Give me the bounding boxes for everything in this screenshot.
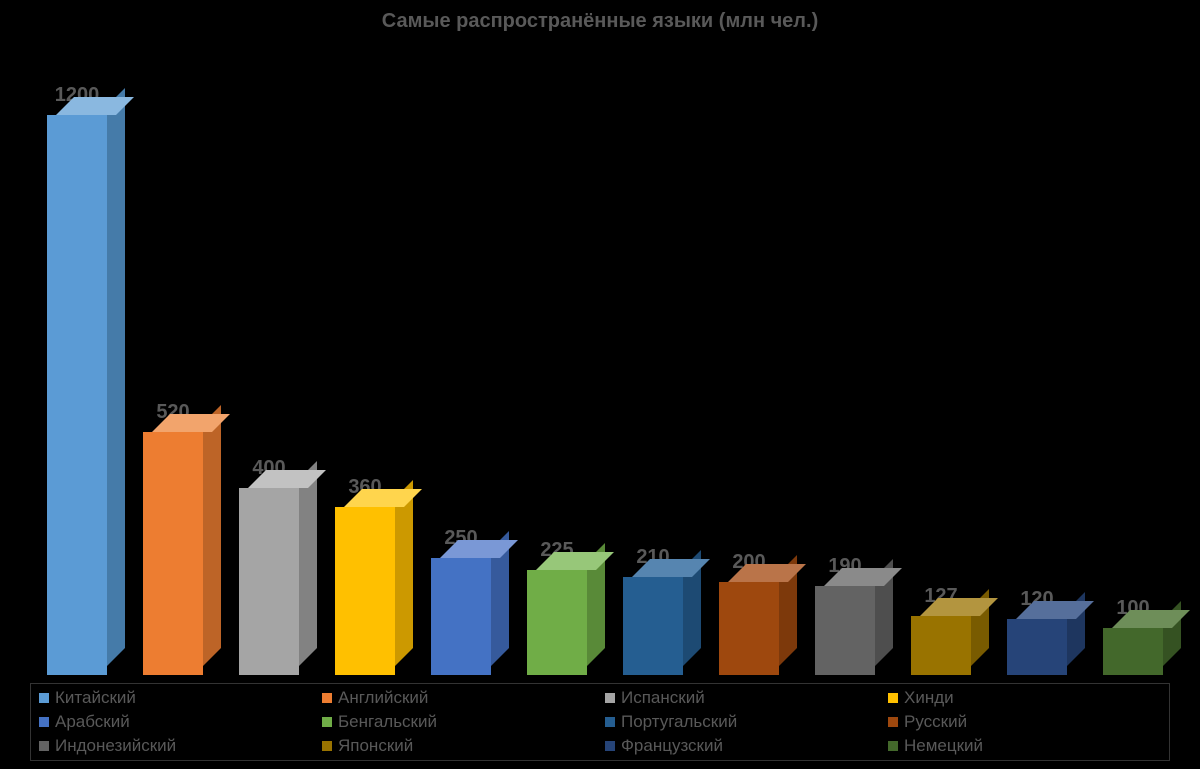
legend-item: Русский: [888, 712, 1161, 732]
bar-front-face: [815, 586, 875, 675]
bar-front-face: [143, 432, 203, 675]
legend-label: Бенгальский: [338, 712, 437, 732]
legend-item: Хинди: [888, 688, 1161, 708]
bar-group: 360: [328, 476, 402, 675]
bar-group: 127: [904, 585, 978, 675]
bar-front-face: [335, 507, 395, 675]
bar-side-face: [299, 461, 317, 666]
legend-item: Испанский: [605, 688, 878, 708]
bar-side-face: [107, 88, 125, 666]
legend-swatch: [322, 741, 332, 751]
legend: Китайский Английский Испанский Хинди Арабски…: [30, 683, 1170, 761]
legend-label: Португальский: [621, 712, 737, 732]
legend-swatch: [605, 693, 615, 703]
bar-group: 1200: [40, 84, 114, 675]
bar-3d: [911, 616, 971, 675]
bar-3d: [431, 558, 491, 675]
bar-3d: [527, 570, 587, 675]
legend-label: Хинди: [904, 688, 954, 708]
legend-item: Арабский: [39, 712, 312, 732]
legend-label: Испанский: [621, 688, 705, 708]
legend-label: Английский: [338, 688, 428, 708]
bar-3d: [623, 577, 683, 675]
bar-group: 100: [1096, 597, 1170, 675]
legend-item: Английский: [322, 688, 595, 708]
plot-area: 1200 520 400 360 250 225 210 200 190 127 120 100: [30, 55, 1170, 675]
bar-3d: [239, 488, 299, 675]
legend-label: Японский: [338, 736, 413, 756]
bar-3d: [1103, 628, 1163, 675]
legend-swatch: [39, 717, 49, 727]
bar-front-face: [527, 570, 587, 675]
legend-swatch: [888, 717, 898, 727]
bar-front-face: [911, 616, 971, 675]
bar-group: 210: [616, 546, 690, 675]
bar-front-face: [719, 582, 779, 675]
legend-item: Португальский: [605, 712, 878, 732]
bar-group: 520: [136, 401, 210, 675]
bar-3d: [47, 115, 107, 675]
bar-front-face: [623, 577, 683, 675]
legend-swatch: [322, 717, 332, 727]
bar-3d: [335, 507, 395, 675]
bar-group: 200: [712, 551, 786, 675]
legend-item: Японский: [322, 736, 595, 756]
legend-item: Бенгальский: [322, 712, 595, 732]
bar-group: 225: [520, 539, 594, 675]
bar-3d: [719, 582, 779, 675]
bar-front-face: [239, 488, 299, 675]
chart-container: Самые распространённые языки (млн чел.) …: [0, 0, 1200, 769]
bar-front-face: [1103, 628, 1163, 675]
legend-label: Китайский: [55, 688, 136, 708]
bar-front-face: [431, 558, 491, 675]
bar-3d: [815, 586, 875, 675]
legend-label: Немецкий: [904, 736, 983, 756]
legend-swatch: [888, 693, 898, 703]
legend-swatch: [322, 693, 332, 703]
bar-front-face: [1007, 619, 1067, 675]
bar-side-face: [203, 405, 221, 666]
legend-label: Русский: [904, 712, 967, 732]
bar-side-face: [395, 480, 413, 666]
legend-swatch: [39, 741, 49, 751]
legend-label: Французский: [621, 736, 723, 756]
bar-group: 120: [1000, 588, 1074, 675]
legend-item: Китайский: [39, 688, 312, 708]
legend-swatch: [605, 717, 615, 727]
bar-group: 250: [424, 527, 498, 675]
bar-3d: [143, 432, 203, 675]
legend-swatch: [888, 741, 898, 751]
legend-swatch: [605, 741, 615, 751]
bar-group: 190: [808, 555, 882, 675]
bar-front-face: [47, 115, 107, 675]
legend-label: Индонезийский: [55, 736, 176, 756]
bar-3d: [1007, 619, 1067, 675]
legend-item: Французский: [605, 736, 878, 756]
legend-item: Немецкий: [888, 736, 1161, 756]
legend-item: Индонезийский: [39, 736, 312, 756]
bars-area: 1200 520 400 360 250 225 210 200 190 127 120 100: [30, 55, 1170, 675]
chart-title: Самые распространённые языки (млн чел.): [0, 0, 1200, 33]
legend-swatch: [39, 693, 49, 703]
legend-label: Арабский: [55, 712, 130, 732]
bar-group: 400: [232, 457, 306, 675]
